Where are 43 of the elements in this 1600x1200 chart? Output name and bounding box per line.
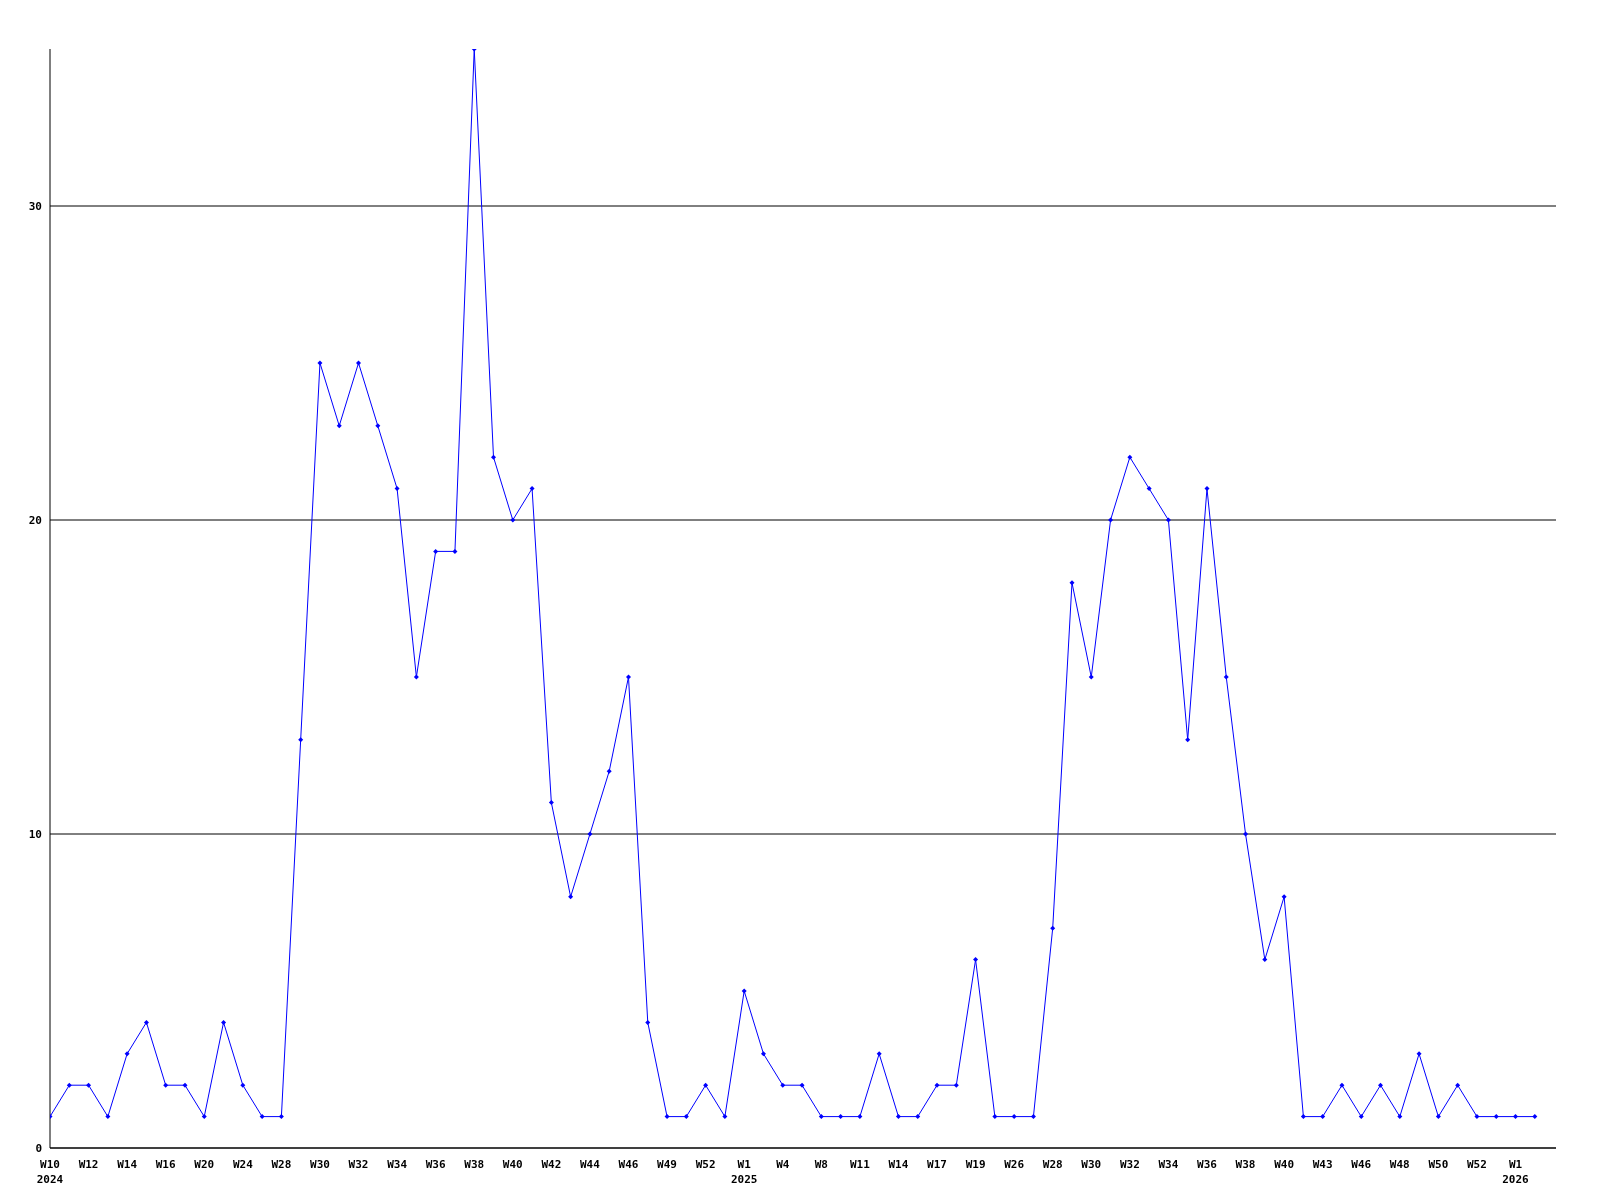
x-tick-label: W50 — [1428, 1158, 1449, 1171]
x-tick-label: W36 — [1197, 1158, 1218, 1171]
x-tick-label: W36 — [425, 1158, 446, 1171]
x-tick-label: W11 — [849, 1158, 871, 1171]
x-tick-label: W46 — [1351, 1158, 1372, 1171]
x-tick-label: W46 — [618, 1158, 639, 1171]
x-tick-label: W28 — [1042, 1158, 1063, 1171]
x-tick-label: W52 — [695, 1158, 716, 1171]
x-tick-label: W43 — [1312, 1158, 1333, 1171]
x-tick-label: W8 — [814, 1158, 828, 1171]
x-tick-label: W30 — [1081, 1158, 1102, 1171]
x-tick-label: W14 — [888, 1158, 909, 1171]
y-tick-label: 0 — [35, 1141, 42, 1155]
y-tick-label: 10 — [28, 827, 42, 841]
x-tick-label: W1 2025 — [730, 1158, 758, 1186]
x-tick-label: W40 — [502, 1158, 523, 1171]
x-tick-label: W24 — [232, 1158, 254, 1171]
x-tick-label: W12 — [78, 1158, 99, 1171]
x-tick-label: W10 2024 — [36, 1158, 64, 1186]
x-tick-label: W17 — [927, 1158, 947, 1171]
x-tick-label: W34 — [387, 1158, 408, 1171]
x-tick-label: W48 — [1389, 1158, 1410, 1171]
x-tick-label: W38 — [464, 1158, 485, 1171]
y-tick-label: 20 — [28, 513, 42, 527]
x-tick-label: W4 — [776, 1158, 790, 1171]
x-tick-label: W49 — [657, 1158, 677, 1171]
x-tick-label: W34 — [1158, 1158, 1179, 1171]
x-tick-label: W32 — [1119, 1158, 1140, 1171]
x-tick-label: W16 — [155, 1158, 177, 1171]
x-tick-label: W28 — [271, 1158, 292, 1171]
x-tick-label: W14 — [117, 1158, 138, 1171]
x-tick-label: W44 — [579, 1158, 601, 1171]
x-tick-label: W38 — [1235, 1158, 1256, 1171]
x-tick-label: W26 — [1004, 1158, 1025, 1171]
x-tick-label: W20 — [194, 1158, 215, 1171]
x-tick-label: W40 — [1274, 1158, 1295, 1171]
y-tick-label: 30 — [28, 199, 42, 213]
x-tick-label: W42 — [541, 1158, 562, 1171]
x-tick-label: W19 — [965, 1158, 986, 1171]
x-tick-label: W32 — [348, 1158, 369, 1171]
x-tick-label: W1 2026 — [1502, 1158, 1530, 1186]
x-tick-label: W30 — [310, 1158, 330, 1171]
x-tick-label: W52 — [1467, 1158, 1487, 1171]
